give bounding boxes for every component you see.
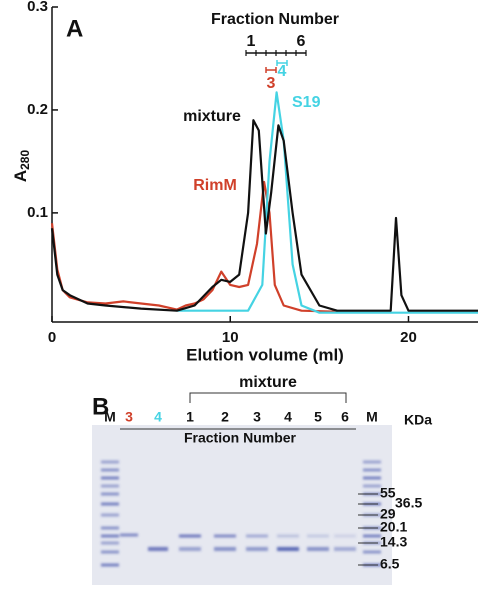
- y-tick-label: 0.2: [27, 101, 48, 118]
- band: [307, 534, 329, 538]
- band: [246, 534, 268, 538]
- marker-label: 36.5: [395, 495, 422, 511]
- band: [179, 547, 201, 551]
- band: [101, 468, 119, 472]
- band: [120, 533, 138, 537]
- band: [179, 534, 201, 538]
- band: [101, 541, 119, 545]
- series-line: [50, 119, 478, 312]
- lane-label: 6: [341, 409, 349, 425]
- y-axis-title: A280: [11, 150, 32, 183]
- band: [101, 534, 119, 538]
- lane-label: M: [366, 409, 378, 425]
- band: [101, 502, 119, 506]
- series-line: [176, 91, 478, 314]
- band: [101, 484, 119, 488]
- band: [363, 534, 381, 538]
- lane-label: 3: [253, 409, 261, 425]
- band: [307, 547, 329, 551]
- annotation: Fraction Number: [211, 11, 339, 28]
- y-tick-label: 0.3: [27, 0, 48, 15]
- band: [101, 526, 119, 530]
- lane-label: 1: [186, 409, 194, 425]
- y-tick-label: 0.1: [27, 204, 48, 221]
- panel-label: B: [92, 393, 109, 420]
- band: [101, 460, 119, 464]
- lane-label: 2: [221, 409, 229, 425]
- band: [334, 534, 356, 538]
- band: [101, 476, 119, 480]
- band: [277, 547, 299, 551]
- x-axis-title: Elution volume (ml): [186, 345, 344, 364]
- band: [246, 547, 268, 551]
- band: [277, 534, 299, 538]
- chromatogram: 0.1 0.2 0.3 0 10 20: [27, 0, 478, 346]
- fraction-3-bar: [265, 67, 277, 73]
- x-tick-label: 10: [222, 329, 239, 346]
- annotation: S19: [292, 94, 321, 111]
- fraction-4-bar: [276, 60, 288, 66]
- lane-label: 3: [125, 409, 133, 425]
- y-axis-title-sub: 280: [18, 150, 32, 170]
- lane-label: 4: [284, 409, 292, 425]
- band: [214, 534, 236, 538]
- marker-label: 14.3: [380, 534, 407, 550]
- annotation: RimM: [193, 177, 237, 194]
- band: [363, 484, 381, 488]
- x-tick-label: 0: [48, 329, 56, 346]
- gel-group-label: mixture: [239, 374, 297, 391]
- band: [363, 476, 381, 480]
- annotation: 1: [247, 33, 256, 50]
- series-line: [50, 180, 338, 313]
- annotation: 4: [278, 63, 287, 80]
- band: [363, 550, 381, 554]
- panel-label: A: [66, 15, 83, 42]
- band: [363, 468, 381, 472]
- band: [101, 563, 119, 567]
- group-bracket: [189, 392, 347, 403]
- marker-label: 20.1: [380, 519, 407, 535]
- x-tick-label: 20: [400, 329, 417, 346]
- gel-unit: KDa: [404, 412, 432, 428]
- marker-label: 29: [380, 506, 396, 522]
- band: [148, 547, 168, 551]
- gel: [92, 425, 392, 585]
- annotation: 6: [297, 33, 306, 50]
- lane-label: M: [104, 409, 116, 425]
- lane-label: 4: [154, 409, 162, 425]
- band: [101, 492, 119, 496]
- marker-label: 55: [380, 485, 396, 501]
- fraction-ticks: [245, 50, 307, 56]
- lane-label: 5: [314, 409, 322, 425]
- y-axis-title-main: A: [11, 170, 30, 182]
- band: [101, 513, 119, 517]
- gel-subtitle: Fraction Number: [184, 430, 297, 446]
- annotation: 3: [267, 75, 276, 92]
- marker-label: 6.5: [380, 556, 400, 572]
- band: [334, 547, 356, 551]
- band: [214, 547, 236, 551]
- band: [101, 550, 119, 554]
- annotation: mixture: [183, 108, 241, 125]
- band: [363, 460, 381, 464]
